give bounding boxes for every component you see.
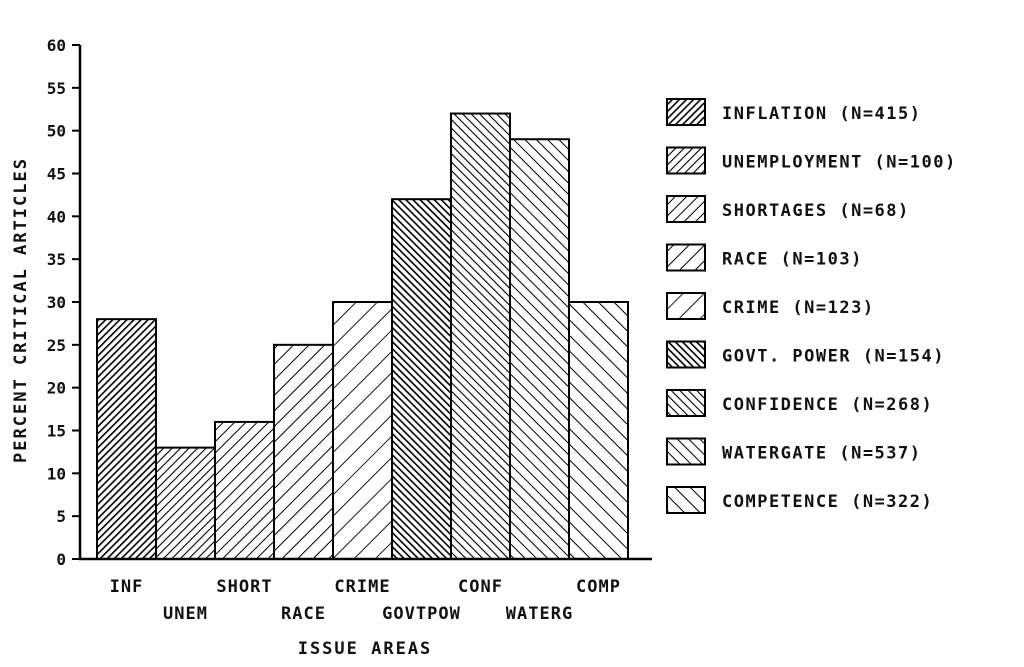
y-tick-label: 25 bbox=[47, 336, 66, 355]
y-tick-label: 20 bbox=[47, 379, 66, 398]
y-tick-label: 45 bbox=[47, 165, 66, 184]
x-tick-label: UNEM bbox=[163, 604, 208, 624]
legend-label: RACE (N=103) bbox=[722, 250, 863, 270]
y-tick-label: 40 bbox=[47, 207, 66, 226]
legend-swatch bbox=[666, 486, 706, 514]
bar-comp bbox=[568, 301, 629, 560]
y-tick-label: 50 bbox=[47, 122, 66, 141]
bars-group bbox=[96, 112, 629, 561]
legend-swatch bbox=[666, 146, 706, 175]
legend-label: COMPETENCE (N=322) bbox=[722, 492, 933, 512]
bar-govtpow bbox=[391, 198, 452, 560]
legend-swatch bbox=[666, 243, 706, 272]
legend-swatch bbox=[666, 340, 706, 369]
x-tick-label: COMP bbox=[576, 577, 621, 597]
y-tick-label: 10 bbox=[47, 464, 66, 483]
legend-label: CONFIDENCE (N=268) bbox=[722, 395, 933, 415]
x-tick-label: INF bbox=[110, 577, 144, 597]
x-tick-label: GOVTPOW bbox=[382, 604, 461, 624]
x-tick-label: RACE bbox=[281, 604, 326, 624]
bar-short bbox=[214, 420, 275, 560]
x-tick-label: CRIME bbox=[334, 577, 390, 597]
legend-swatch bbox=[666, 292, 706, 320]
x-tick-label: CONF bbox=[458, 577, 503, 597]
bar-crime bbox=[332, 301, 393, 560]
legend-swatch bbox=[666, 98, 706, 126]
x-tick-label: WATERG bbox=[506, 604, 573, 624]
y-tick-label: 15 bbox=[47, 422, 66, 441]
y-tick-label: 35 bbox=[47, 250, 66, 269]
y-tick-label: 55 bbox=[47, 79, 66, 98]
legend: INFLATION (N=415) UNEMPLOYMENT (N=100) SHO… bbox=[666, 98, 957, 514]
legend-swatch bbox=[666, 389, 706, 417]
legend-label: UNEMPLOYMENT (N=100) bbox=[722, 153, 957, 173]
y-axis-title: PERCENT CRITICAL ARTICLES bbox=[11, 157, 31, 463]
legend-label: SHORTAGES (N=68) bbox=[722, 201, 910, 221]
legend-swatch bbox=[666, 195, 706, 223]
legend-label: GOVT. POWER (N=154) bbox=[722, 347, 945, 367]
y-tick-label: 30 bbox=[47, 293, 66, 312]
bar-conf bbox=[450, 112, 511, 561]
bar-inf bbox=[96, 318, 157, 560]
legend-label: INFLATION (N=415) bbox=[722, 104, 922, 124]
bar-race bbox=[273, 343, 334, 561]
x-tick-label: SHORT bbox=[216, 577, 272, 597]
bar-waterg bbox=[509, 138, 570, 560]
legend-swatch bbox=[666, 437, 706, 466]
x-axis-title: ISSUE AREAS bbox=[298, 639, 433, 659]
y-tick-label: 5 bbox=[56, 507, 66, 526]
legend-label: CRIME (N=123) bbox=[722, 298, 875, 318]
y-tick-label: 60 bbox=[47, 36, 66, 55]
bar-unem bbox=[155, 446, 216, 560]
y-tick-label: 0 bbox=[56, 550, 66, 569]
legend-label: WATERGATE (N=537) bbox=[722, 444, 922, 464]
x-axis-category-labels: INF UNEM SHORT RACE CRIME GOVTPOW CONFWATERGCO… bbox=[110, 577, 621, 624]
y-axis: 0 5 10 15 20 25 30 35 40 45 50 55 60 bbox=[47, 36, 80, 569]
